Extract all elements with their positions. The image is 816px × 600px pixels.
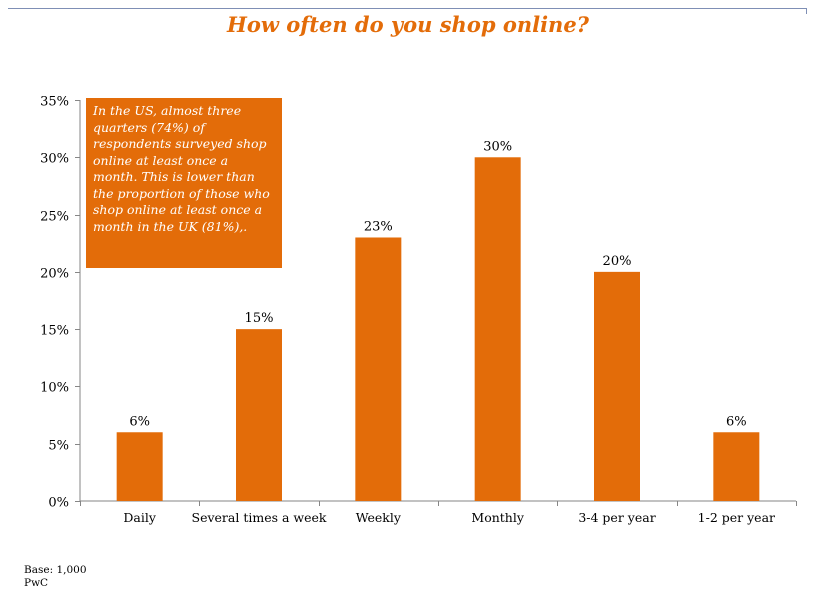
- source-note: PwC: [24, 577, 49, 589]
- bar-3-4-per-year: [594, 271, 640, 501]
- bar-several-times-a-week: [236, 329, 282, 501]
- bar-data-label: 30%: [483, 139, 512, 154]
- bar-daily: [116, 432, 163, 501]
- x-category-label: Daily: [123, 510, 156, 525]
- x-category-label: Weekly: [356, 510, 402, 525]
- top-rule-end: [806, 8, 807, 14]
- y-tick-label: 10%: [40, 381, 69, 396]
- chart-title: How often do you shop online?: [227, 12, 589, 37]
- x-category-label: Several times a week: [192, 510, 327, 525]
- bar-weekly: [355, 237, 402, 501]
- y-tick-label: 25%: [40, 210, 69, 225]
- bar-data-label: 6%: [129, 414, 150, 429]
- callout-box: In the US, almost three quarters (74%) o…: [86, 98, 282, 268]
- x-category-label: 3-4 per year: [578, 510, 655, 525]
- y-tick-label: 15%: [40, 324, 69, 339]
- bar-data-label: 6%: [726, 414, 747, 429]
- footer: Base: 1,000 PwC: [24, 564, 87, 590]
- bar-1-2-per-year: [713, 432, 760, 501]
- y-tick-label: 5%: [48, 439, 69, 454]
- y-tick-label: 0%: [48, 496, 69, 511]
- bar-data-label: 23%: [364, 219, 393, 234]
- x-category-label: 1-2 per year: [698, 510, 775, 525]
- base-note: Base: 1,000: [24, 564, 87, 576]
- y-tick-label: 30%: [40, 152, 69, 167]
- y-tick-label: 20%: [40, 267, 69, 282]
- bar-monthly: [474, 157, 521, 502]
- x-category-label: Monthly: [471, 510, 524, 525]
- top-rule: [8, 8, 806, 9]
- bar-data-label: 20%: [603, 254, 632, 269]
- y-tick-label: 35%: [40, 95, 69, 110]
- bar-data-label: 15%: [245, 311, 274, 326]
